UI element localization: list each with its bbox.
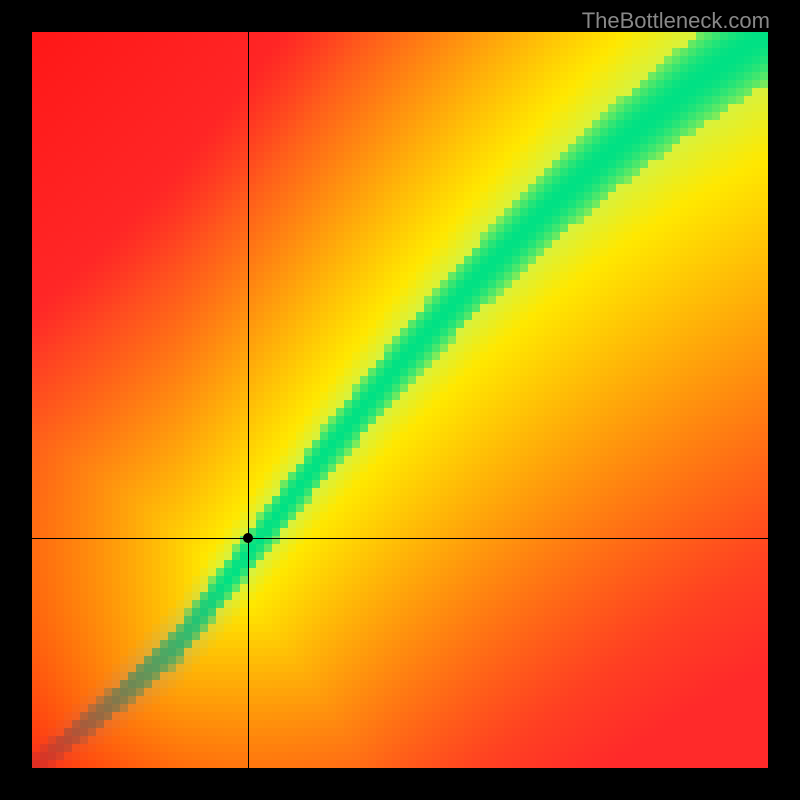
watermark-text: TheBottleneck.com	[582, 8, 770, 34]
plot-area	[32, 32, 768, 768]
crosshair-dot	[243, 533, 253, 543]
crosshair-horizontal	[32, 538, 768, 539]
heatmap-canvas	[32, 32, 768, 768]
crosshair-vertical	[248, 32, 249, 768]
